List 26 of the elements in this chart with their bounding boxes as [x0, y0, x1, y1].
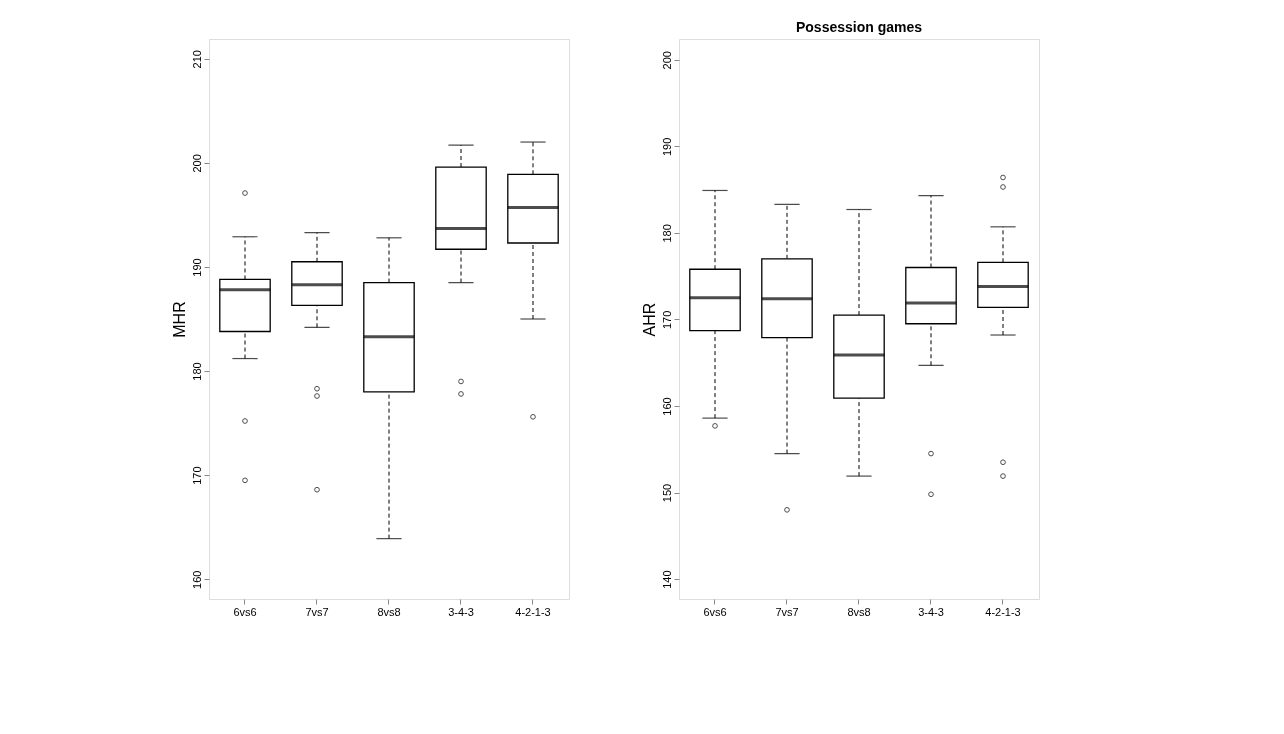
x-tick-label: 3-4-3	[918, 605, 944, 618]
y-tick-label: 180	[660, 224, 673, 243]
x-tick-label: 6vs6	[233, 605, 257, 618]
x-tick-label: 4-2-1-3	[985, 605, 1021, 618]
y-tick-label: 200	[660, 51, 673, 70]
y-tick-label: 140	[660, 570, 673, 589]
y-tick-label: 210	[190, 50, 203, 69]
y-tick-label: 190	[190, 258, 203, 277]
y-tick-label: 200	[190, 154, 203, 173]
x-tick-label: 6vs6	[703, 605, 727, 618]
x-tick-label: 8vs8	[847, 605, 871, 618]
x-tick-label: 7vs7	[305, 605, 329, 618]
y-tick-label: 170	[190, 466, 203, 485]
x-tick-label: 8vs8	[377, 605, 401, 618]
y-tick-label: 160	[190, 570, 203, 589]
y-tick-label: 160	[660, 397, 673, 416]
y-tick-label: 180	[190, 362, 203, 381]
y-tick-label: 170	[660, 310, 673, 330]
y-tick-label: 150	[660, 483, 673, 503]
x-tick-label: 3-4-3	[448, 605, 474, 618]
x-tick-label: 4-2-1-3	[515, 605, 551, 618]
chart-title: Possession games	[795, 19, 923, 35]
y-axis-title: AHR	[640, 302, 658, 337]
y-tick-label: 190	[660, 137, 673, 157]
y-axis-title: MHR	[170, 301, 188, 338]
x-tick-label: 7vs7	[775, 605, 799, 618]
